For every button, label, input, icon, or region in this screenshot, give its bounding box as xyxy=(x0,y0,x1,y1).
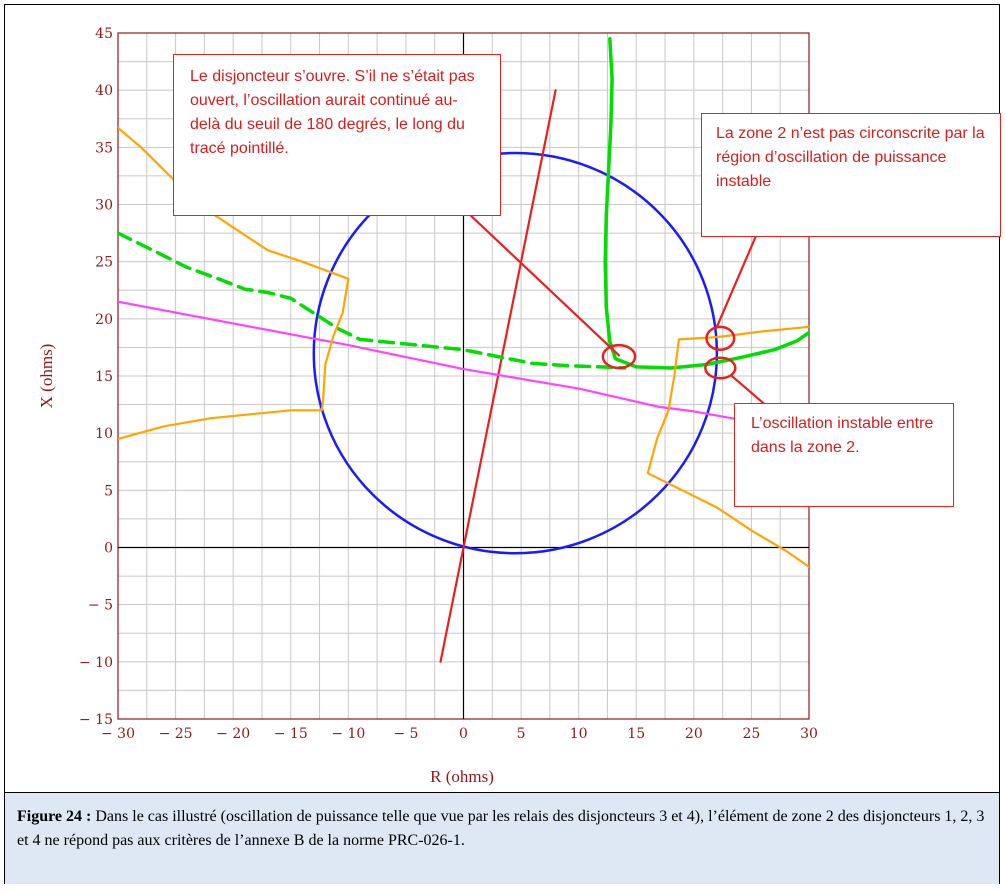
y-tick-label: − 10 xyxy=(79,655,113,671)
x-tick-label: 20 xyxy=(685,726,703,742)
y-tick-label: 10 xyxy=(95,426,113,442)
y-tick-label: 30 xyxy=(95,198,113,214)
y-tick-label: 20 xyxy=(95,312,113,328)
x-tick-label: 5 xyxy=(517,726,526,742)
x-tick-label: 25 xyxy=(743,726,761,742)
callout-zone2-not-circumscribed: La zone 2 n’est pas circonscrite par la … xyxy=(701,113,1001,237)
y-tick-label: 0 xyxy=(104,541,113,557)
figure-caption: Figure 24 : Dans le cas illustré (oscill… xyxy=(5,792,999,884)
y-tick-label: 40 xyxy=(95,83,113,99)
x-axis-title: R (ohms) xyxy=(430,767,494,786)
callout-breaker-opens: Le disjoncteur s’ouvre. S’il ne s’était … xyxy=(173,54,501,216)
x-tick-label: − 20 xyxy=(216,726,250,742)
callout-unstable-enters-zone2: L’oscillation instable entre dans la zon… xyxy=(734,403,954,507)
y-tick-label: 45 xyxy=(95,26,113,42)
y-tick-label: 25 xyxy=(95,255,113,271)
x-tick-label: 10 xyxy=(570,726,588,742)
y-tick-label: 15 xyxy=(95,369,113,385)
x-tick-label: 15 xyxy=(627,726,645,742)
caption-label: Figure 24 : xyxy=(17,808,91,825)
x-tick-label: − 25 xyxy=(159,726,193,742)
caption-text: Dans le cas illustré (oscillation de pui… xyxy=(17,808,984,849)
x-tick-label: − 10 xyxy=(331,726,365,742)
y-tick-label: 5 xyxy=(104,483,113,499)
x-tick-label: − 30 xyxy=(101,726,135,742)
y-axis-title: X (ohms) xyxy=(37,344,56,409)
y-tick-label: − 15 xyxy=(79,712,113,728)
y-tick-label: 35 xyxy=(95,140,113,156)
y-tick-label: − 5 xyxy=(88,598,113,614)
x-tick-label: − 5 xyxy=(393,726,418,742)
x-tick-label: − 15 xyxy=(274,726,308,742)
x-tick-label: 30 xyxy=(800,726,818,742)
x-tick-label: 0 xyxy=(459,726,468,742)
